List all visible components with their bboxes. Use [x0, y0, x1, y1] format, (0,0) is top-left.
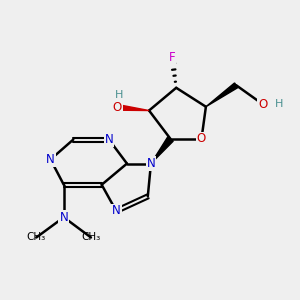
Text: N: N [59, 211, 68, 224]
Text: O: O [258, 98, 267, 111]
Text: H: H [115, 90, 123, 100]
Text: CH₃: CH₃ [81, 232, 101, 242]
Text: CH₃: CH₃ [27, 232, 46, 242]
Text: N: N [105, 133, 113, 146]
Text: O: O [113, 101, 122, 114]
Text: N: N [46, 153, 55, 166]
Text: O: O [197, 132, 206, 146]
Polygon shape [151, 137, 173, 164]
Text: N: N [147, 157, 155, 170]
Text: H: H [275, 99, 283, 109]
Text: F: F [169, 51, 175, 64]
Polygon shape [206, 83, 238, 107]
Polygon shape [117, 104, 149, 110]
Text: N: N [112, 204, 121, 218]
